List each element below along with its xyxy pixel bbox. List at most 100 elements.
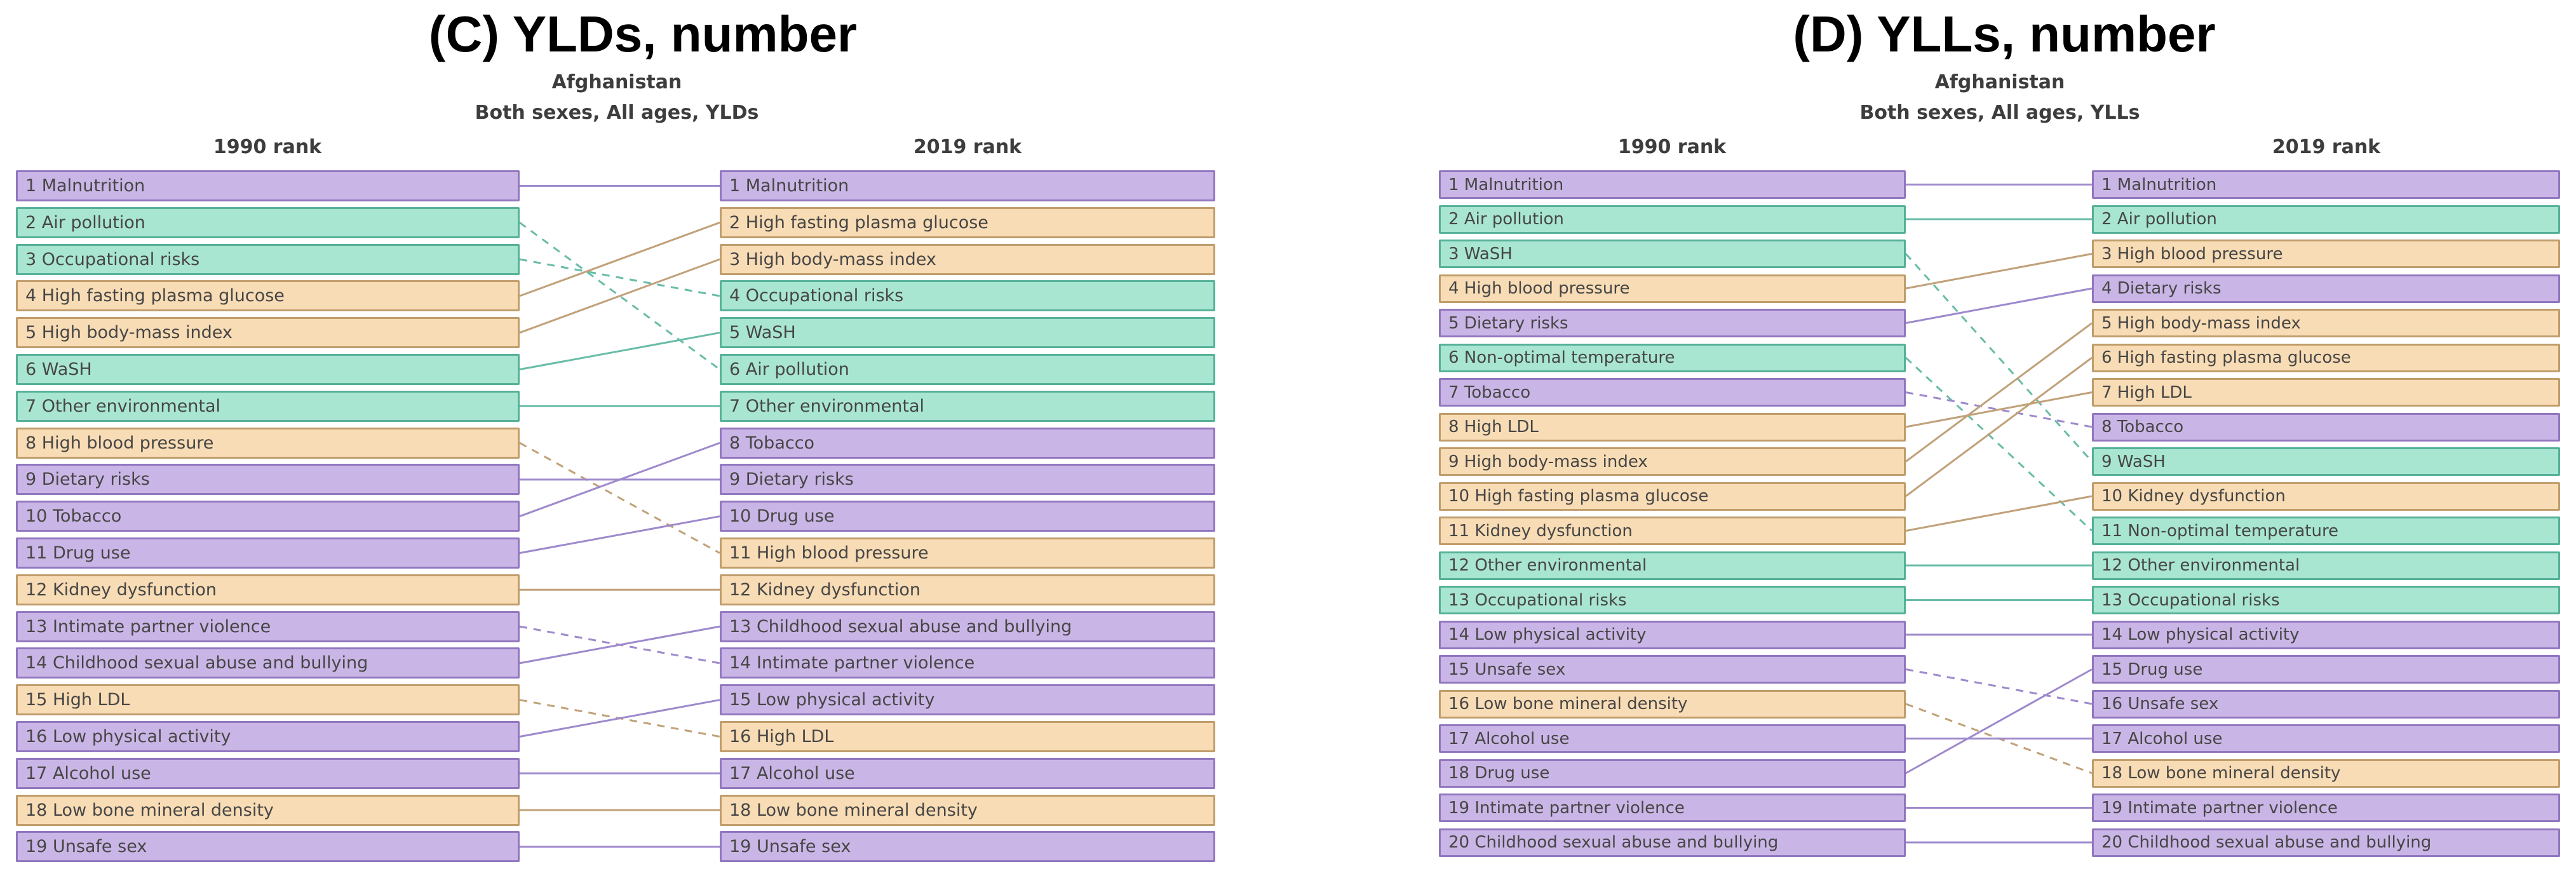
rank-box-2019-unsafe-sex: 19 Unsafe sex <box>720 831 1215 863</box>
rank-box-1990-air-pollution: 2 Air pollution <box>1439 205 1906 234</box>
rank-box-1990-high-fasting-plasma-glucose: 10 High fasting plasma glucose <box>1439 482 1906 511</box>
rank-box-1990-childhood-sexual-abuse-and-bullying: 14 Childhood sexual abuse and bullying <box>16 647 520 679</box>
rank-link-line <box>519 221 720 297</box>
rank-box-1990-high-fasting-plasma-glucose: 4 High fasting plasma glucose <box>16 280 520 312</box>
rank-link-line <box>1905 322 2093 463</box>
rank-box-2019-low-physical-activity: 14 Low physical activity <box>2092 620 2560 649</box>
rank-box-1990-drug-use: 18 Drug use <box>1439 759 1906 788</box>
rank-link-line <box>1905 668 2093 774</box>
rank-box-2019-intimate-partner-violence: 14 Intimate partner violence <box>720 647 1215 679</box>
rank-box-1990-tobacco: 10 Tobacco <box>16 501 520 532</box>
rank-link-line <box>519 515 720 554</box>
rank-box-2019-wash: 5 WaSH <box>720 317 1215 349</box>
rank-box-1990-air-pollution: 2 Air pollution <box>16 206 520 238</box>
rank-box-2019-unsafe-sex: 16 Unsafe sex <box>2092 689 2560 719</box>
panel-title-ylds: (C) YLDs, number <box>428 6 858 62</box>
column-header-2019-rank: 2019 rank <box>913 136 1022 158</box>
rank-box-2019-high-blood-pressure: 11 High blood pressure <box>720 537 1215 569</box>
rank-box-1990-dietary-risks: 5 Dietary risks <box>1439 309 1906 337</box>
rank-box-1990-wash: 3 WaSH <box>1439 240 1906 268</box>
rank-box-2019-tobacco: 8 Tobacco <box>2092 412 2560 442</box>
rank-box-1990-occupational-risks: 3 Occupational risks <box>16 243 520 275</box>
rank-box-1990-other-environmental: 12 Other environmental <box>1439 551 1906 580</box>
rank-box-2019-occupational-risks: 13 Occupational risks <box>2092 586 2560 614</box>
rank-link-line <box>1905 391 2093 428</box>
rank-box-2019-childhood-sexual-abuse-and-bullying: 20 Childhood sexual abuse and bullying <box>2092 828 2560 857</box>
rank-box-1990-intimate-partner-violence: 19 Intimate partner violence <box>1439 794 1906 822</box>
rank-box-2019-occupational-risks: 4 Occupational risks <box>720 280 1215 312</box>
rank-box-1990-unsafe-sex: 15 Unsafe sex <box>1439 655 1906 684</box>
rank-box-1990-malnutrition: 1 Malnutrition <box>16 170 520 201</box>
rank-box-1990-low-physical-activity: 16 Low physical activity <box>16 721 520 752</box>
rank-link-line <box>519 258 720 297</box>
rank-box-2019-high-fasting-plasma-glucose: 2 High fasting plasma glucose <box>720 206 1215 238</box>
rank-box-1990-high-blood-pressure: 4 High blood pressure <box>1439 274 1906 303</box>
rank-box-2019-high-ldl: 16 High LDL <box>720 721 1215 752</box>
rank-box-2019-childhood-sexual-abuse-and-bullying: 13 Childhood sexual abuse and bullying <box>720 611 1215 642</box>
rank-box-2019-dietary-risks: 9 Dietary risks <box>720 464 1215 496</box>
rank-link-line <box>519 332 720 370</box>
rank-link-line <box>519 699 720 738</box>
rank-box-2019-alcohol-use: 17 Alcohol use <box>720 757 1215 789</box>
rank-link-line <box>1905 356 2093 532</box>
rank-box-2019-drug-use: 10 Drug use <box>720 501 1215 532</box>
rank-box-1990-high-body-mass-index: 9 High body-mass index <box>1439 447 1906 476</box>
rank-box-2019-kidney-dysfunction: 12 Kidney dysfunction <box>720 574 1215 605</box>
rank-box-1990-low-bone-mineral-density: 18 Low bone mineral density <box>16 794 520 826</box>
rank-box-2019-other-environmental: 7 Other environmental <box>720 390 1215 422</box>
rank-box-2019-tobacco: 8 Tobacco <box>720 427 1215 459</box>
column-header-1990-rank: 1990 rank <box>213 136 322 158</box>
rank-box-2019-malnutrition: 1 Malnutrition <box>720 170 1215 201</box>
rank-box-2019-high-blood-pressure: 3 High blood pressure <box>2092 240 2560 268</box>
rank-box-1990-childhood-sexual-abuse-and-bullying: 20 Childhood sexual abuse and bullying <box>1439 828 1906 857</box>
rank-box-2019-wash: 9 WaSH <box>2092 447 2560 476</box>
rank-box-1990-occupational-risks: 13 Occupational risks <box>1439 586 1906 614</box>
column-header-2019-rank: 2019 rank <box>2272 136 2381 158</box>
rank-box-2019-high-fasting-plasma-glucose: 6 High fasting plasma glucose <box>2092 343 2560 372</box>
rank-box-1990-high-ldl: 15 High LDL <box>16 684 520 716</box>
rank-box-1990-wash: 6 WaSH <box>16 354 520 385</box>
rank-link-line <box>1905 287 2093 324</box>
rank-box-2019-low-physical-activity: 15 Low physical activity <box>720 684 1215 716</box>
rank-box-2019-high-body-mass-index: 3 High body-mass index <box>720 243 1215 275</box>
rank-box-1990-drug-use: 11 Drug use <box>16 537 520 569</box>
rank-link-line <box>519 442 720 554</box>
rank-box-2019-other-environmental: 12 Other environmental <box>2092 551 2560 580</box>
rank-box-2019-dietary-risks: 4 Dietary risks <box>2092 274 2560 303</box>
rank-box-1990-dietary-risks: 9 Dietary risks <box>16 464 520 496</box>
rank-box-2019-drug-use: 15 Drug use <box>2092 655 2560 684</box>
rank-link-line <box>519 258 720 334</box>
rank-box-2019-non-optimal-temperature: 11 Non-optimal temperature <box>2092 517 2560 545</box>
rank-box-1990-other-environmental: 7 Other environmental <box>16 390 520 422</box>
rank-link-line <box>1905 495 2093 532</box>
rank-box-2019-low-bone-mineral-density: 18 Low bone mineral density <box>2092 759 2560 788</box>
rank-box-2019-low-bone-mineral-density: 18 Low bone mineral density <box>720 794 1215 826</box>
rank-box-1990-kidney-dysfunction: 12 Kidney dysfunction <box>16 574 520 605</box>
panel-location: Afghanistan <box>551 71 682 93</box>
rank-box-1990-non-optimal-temperature: 6 Non-optimal temperature <box>1439 343 1906 372</box>
rank-box-1990-malnutrition: 1 Malnutrition <box>1439 170 1906 199</box>
rank-box-1990-tobacco: 7 Tobacco <box>1439 378 1906 407</box>
panel-subtitle: Both sexes, All ages, YLDs <box>475 102 759 124</box>
rank-link-line <box>1905 668 2093 705</box>
rank-link-line <box>1905 253 2093 290</box>
rank-box-1990-high-body-mass-index: 5 High body-mass index <box>16 317 520 349</box>
rank-link-line <box>1905 253 2093 463</box>
rank-link-line <box>1905 391 2093 428</box>
rank-box-1990-intimate-partner-violence: 13 Intimate partner violence <box>16 611 520 642</box>
rank-box-1990-kidney-dysfunction: 11 Kidney dysfunction <box>1439 517 1906 545</box>
rank-box-2019-alcohol-use: 17 Alcohol use <box>2092 724 2560 753</box>
rank-box-1990-unsafe-sex: 19 Unsafe sex <box>16 831 520 863</box>
rank-box-2019-malnutrition: 1 Malnutrition <box>2092 170 2560 199</box>
panel-title-ylls: (D) YLLs, number <box>1793 6 2216 62</box>
rank-box-2019-high-body-mass-index: 5 High body-mass index <box>2092 309 2560 337</box>
rank-box-1990-high-ldl: 8 High LDL <box>1439 412 1906 442</box>
rank-box-1990-alcohol-use: 17 Alcohol use <box>1439 724 1906 753</box>
rank-box-1990-high-blood-pressure: 8 High blood pressure <box>16 427 520 459</box>
rank-box-1990-low-bone-mineral-density: 16 Low bone mineral density <box>1439 689 1906 719</box>
panel-subtitle: Both sexes, All ages, YLLs <box>1859 102 2140 124</box>
rank-link-line <box>519 442 720 518</box>
column-header-1990-rank: 1990 rank <box>1617 136 1727 158</box>
